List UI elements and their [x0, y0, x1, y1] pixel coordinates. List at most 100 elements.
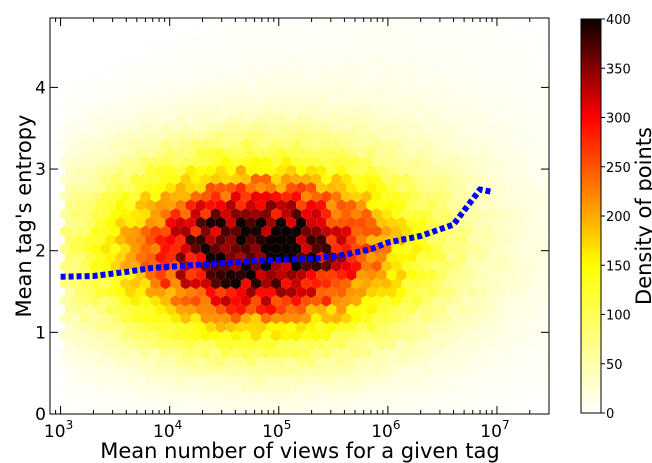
- hexbin-cell: [436, 25, 447, 37]
- hexbin-cell: [406, 112, 417, 124]
- hexbin-cell: [140, 295, 151, 307]
- hexbin-cell: [431, 68, 442, 81]
- hexbin-cell: [235, 303, 246, 316]
- hexbin-cell: [130, 103, 141, 116]
- hexbin-cell: [276, 95, 287, 107]
- hexbin-cell: [391, 329, 402, 342]
- hexbin-cell: [240, 68, 251, 81]
- hexbin-cell: [225, 60, 236, 72]
- hexbin-cell: [195, 321, 206, 333]
- hexbin-cell: [326, 269, 337, 281]
- hexbin-cell: [286, 42, 297, 55]
- hexbin-cell: [482, 208, 492, 220]
- hexbin-cell: [311, 138, 322, 151]
- hexbin-cell: [336, 338, 347, 351]
- hexbin-cell: [331, 208, 342, 220]
- hexbin-cell: [366, 95, 377, 107]
- hexbin-cell: [502, 277, 513, 290]
- hexbin-cell: [291, 86, 302, 98]
- hexbin-cell: [361, 138, 372, 151]
- hexbin-cell: [175, 199, 186, 211]
- hexbin-cell: [170, 382, 181, 394]
- hexbin-cell: [376, 60, 387, 72]
- hexbin-cell: [331, 51, 342, 64]
- hexbin-cell: [155, 216, 166, 229]
- hexbin-cell: [125, 234, 136, 246]
- hexbin-cell: [266, 286, 276, 298]
- hexbin-cell: [426, 303, 437, 316]
- hexbin-cell: [90, 155, 101, 168]
- plot-area: [49, 17, 550, 415]
- hexbin-cell: [145, 164, 156, 177]
- hexbin-cell: [477, 95, 487, 107]
- hexbin-cell: [436, 286, 447, 298]
- hexbin-cell: [326, 112, 337, 124]
- colorbar-gradient: [580, 18, 602, 414]
- hexbin-cell: [225, 286, 236, 298]
- hexbin-cell: [451, 382, 462, 394]
- colorbar-tick-label: 400: [606, 13, 631, 28]
- hexbin-cell: [406, 269, 417, 281]
- hexbin-cell: [205, 164, 216, 177]
- hexbin-cell: [311, 208, 322, 220]
- hexbin-cell: [386, 338, 397, 351]
- hexbin-cell: [60, 312, 71, 325]
- hexbin-cell: [296, 356, 307, 368]
- hexbin-cell: [482, 34, 492, 46]
- hexbin-cell: [225, 199, 236, 211]
- hexbin-cell: [70, 138, 81, 151]
- hexbin-cell: [80, 312, 91, 325]
- colorbar-tick-label: 50: [606, 358, 623, 373]
- hexbin-cell: [391, 68, 402, 81]
- hexbin-cell: [361, 208, 372, 220]
- hexbin-cell: [386, 182, 397, 194]
- hexbin-cell: [386, 60, 397, 72]
- hexbin-cell: [396, 25, 407, 37]
- hexbin-cell: [386, 216, 397, 229]
- hexbin-cell: [291, 18, 302, 29]
- hexbin-cell: [416, 60, 427, 72]
- hexbin-cell: [482, 68, 492, 81]
- hexbin-cell: [65, 390, 76, 403]
- hexbin-cell: [205, 42, 216, 55]
- hexbin-cell: [261, 51, 271, 64]
- hexbin-cell: [115, 251, 126, 264]
- hexbin-cell: [532, 86, 543, 98]
- hexbin-cell: [507, 112, 518, 124]
- hexbin-cell: [150, 364, 161, 377]
- hexbin-cell: [361, 103, 372, 116]
- hexbin-cell: [291, 347, 302, 359]
- hexbin-cell: [461, 364, 472, 377]
- hexbin-cell: [175, 234, 186, 246]
- hexbin-cell: [110, 225, 121, 238]
- hexbin-cell: [306, 216, 317, 229]
- hexbin-cell: [451, 312, 462, 325]
- hexbin-cell: [471, 382, 482, 394]
- hexbin-cell: [502, 208, 513, 220]
- hexbin-cell: [456, 164, 467, 177]
- hexbin-cell: [477, 338, 487, 351]
- hexbin-cell: [532, 382, 543, 394]
- hexbin-cell: [75, 321, 86, 333]
- hexbin-cell: [266, 60, 276, 72]
- hexbin-cell: [346, 390, 357, 403]
- hexbin-cell: [492, 138, 503, 151]
- hexbin-cell: [250, 347, 261, 359]
- hexbin-cell: [436, 164, 447, 177]
- hexbin-cell: [341, 329, 352, 342]
- hexbin-cell: [205, 25, 216, 37]
- hexbin-cell: [512, 295, 523, 307]
- hexbin-cell: [477, 42, 487, 55]
- hexbin-cell: [401, 295, 412, 307]
- hexbin-cell: [537, 321, 548, 333]
- hexbin-cell: [411, 364, 422, 377]
- hexbin-cell: [431, 312, 442, 325]
- hexbin-cell: [175, 164, 186, 177]
- hexbin-cell: [155, 199, 166, 211]
- hexbin-cell: [537, 216, 548, 229]
- hexbin-cell: [336, 112, 347, 124]
- hexbin-cell: [487, 95, 497, 107]
- hexbin-cell: [456, 303, 467, 316]
- hexbin-cell: [135, 112, 146, 124]
- hexbin-cell: [205, 77, 216, 90]
